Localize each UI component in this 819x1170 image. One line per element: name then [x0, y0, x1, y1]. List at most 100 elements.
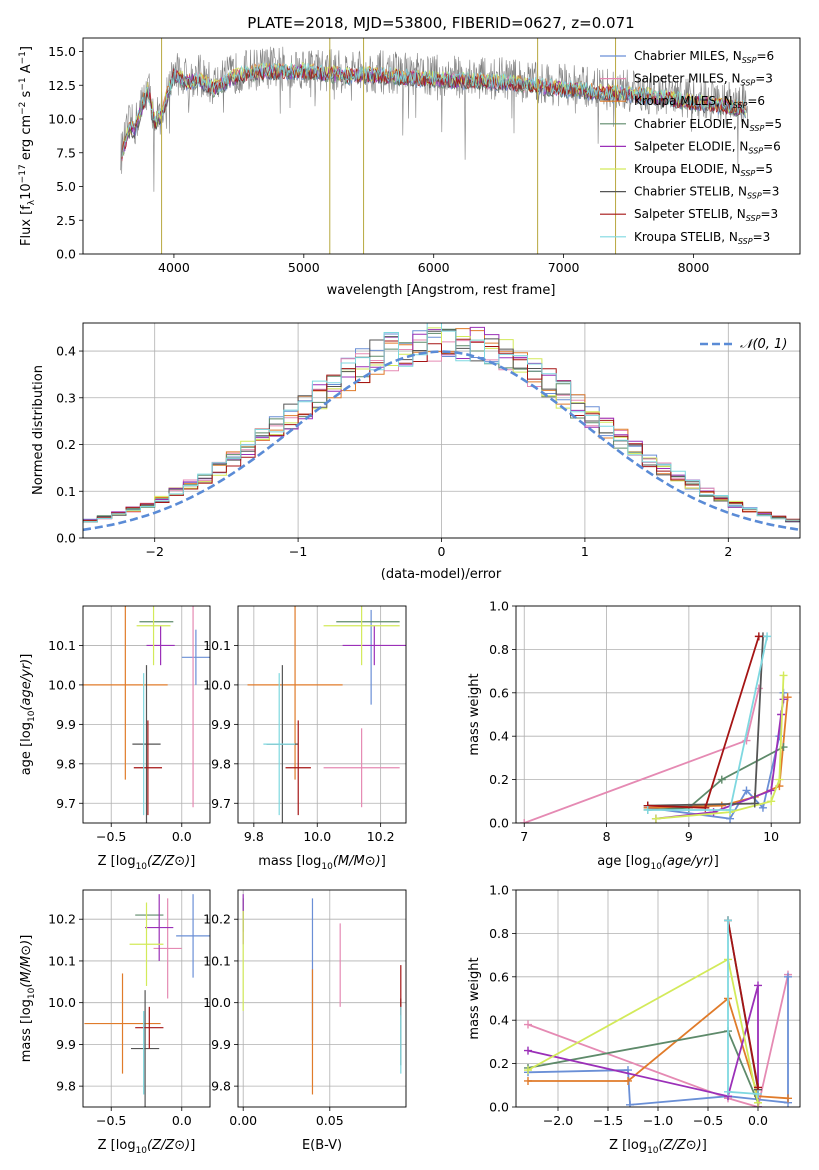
plots: 4000 5000 6000 7000 80000.02.55.07.510.012.5… [18, 37, 801, 1156]
x-tick-label: 0.00 [229, 1113, 257, 1128]
y-tick-label: 10.1 [48, 638, 76, 653]
spectrum-legend: Chabrier MILES, NSSP=6 Salpeter MILES, NS… [600, 49, 782, 246]
weight-marker-kroupa_elodie [767, 797, 776, 806]
y-tick-label: 10.0 [48, 112, 76, 127]
y-tick-label: 10.0 [203, 677, 231, 692]
y-tick-label: 0.8 [489, 642, 509, 657]
x-tick-label: 6000 [418, 260, 450, 275]
axis-label: Normed distribution [31, 365, 46, 495]
x-tick-label: −2 [145, 544, 163, 559]
weight-line-kroupa_elodie [655, 675, 785, 820]
y-tick-label: 9.9 [56, 1037, 76, 1052]
x-tick-label: −1 [289, 544, 307, 559]
y-tick-label: 9.9 [56, 717, 76, 732]
weight-marker-kroupa_stelib [726, 805, 735, 814]
axis-label: mass weight [467, 673, 482, 755]
y-tick-label: 10.0 [48, 677, 76, 692]
x-tick-label: 9 [685, 829, 693, 844]
weight-marker-chabrier_miles [784, 972, 792, 981]
axis-label: Z [log10(Z/Z⊙)] [609, 1138, 707, 1156]
y-tick-label: 1.0 [489, 599, 509, 614]
y-tick-label: 1.0 [489, 883, 509, 898]
weight-marker-salpeter_miles [742, 736, 751, 745]
weight-marker-chabrier_miles [758, 803, 767, 812]
weight-marker-chabrier_miles [742, 786, 751, 795]
axis-label: mass weight [467, 957, 482, 1039]
axes-frame [515, 889, 801, 1108]
model-spectrum-salpeter_stelib [121, 62, 746, 160]
weight-marker-kroupa_stelib [754, 1089, 762, 1098]
weight-marker-kroupa_elodie [775, 775, 784, 784]
x-tick-label: −0.5 [96, 829, 126, 844]
y-tick-label: 0.4 [489, 1013, 509, 1028]
axis-label: E(B-V) [302, 1138, 342, 1153]
legend-label: Kroupa MILES, NSSP=6 [634, 94, 765, 110]
x-tick-label: 10.2 [367, 829, 395, 844]
axes-frame [82, 889, 211, 1108]
axis-label: (data-model)/error [381, 567, 502, 582]
axes-mass_vs_Z: −0.5 0.0 9.8 9.9 10.0 10.1 10.2 Z [log10(Z/Z⊙)]… [19, 889, 211, 1156]
histogram-kroupa_stelib [83, 323, 800, 538]
y-tick-label: 0.0 [56, 247, 76, 262]
y-tick-label: 0.6 [489, 685, 509, 700]
legend-label: 𝒩(0, 1) [740, 337, 787, 352]
weight-marker-salpeter_elodie [754, 981, 762, 990]
weight-marker-chabrier_elodie [717, 775, 726, 784]
y-tick-label: 10.1 [203, 953, 231, 968]
y-tick-label: 0.2 [489, 772, 509, 787]
model-spectrum-kroupa_stelib [121, 62, 746, 157]
weight-marker-kroupa_miles [624, 1076, 632, 1085]
weight-marker-kroupa_stelib [763, 632, 772, 641]
error-bars [247, 606, 406, 823]
y-tick-label: 15.0 [48, 44, 76, 59]
axes-frame [82, 322, 801, 539]
x-tick-label: 0.0 [748, 1113, 768, 1128]
y-tick-label: 5.0 [56, 179, 76, 194]
y-tick-label: 0.6 [489, 969, 509, 984]
weight-line-kroupa_stelib [647, 636, 768, 811]
x-tick-label: 9.8 [244, 829, 264, 844]
figure-title: PLATE=2018, MJD=53800, FIBERID=0627, z=0… [247, 14, 634, 32]
weight-marker-kroupa_elodie [524, 1066, 532, 1075]
y-tick-label: 10.0 [48, 995, 76, 1010]
weight-line-chabrier_stelib [647, 636, 764, 807]
y-tick-label: 9.8 [211, 756, 231, 771]
weight-marker-chabrier_miles [626, 1100, 634, 1107]
x-tick-label: 2 [724, 544, 732, 559]
y-tick-label: 10.0 [203, 995, 231, 1010]
x-tick-label: 1 [581, 544, 589, 559]
weight-lines [520, 632, 792, 823]
legend-label: Chabrier ELODIE, NSSP=5 [634, 117, 782, 133]
axis-label: mass [log10(M/M⊙)] [258, 854, 386, 872]
x-tick-label: 0.0 [172, 1113, 192, 1128]
histograms [83, 323, 800, 538]
y-tick-label: 0.2 [489, 1056, 509, 1071]
y-tick-label: 0.1 [56, 484, 76, 499]
x-tick-label: −1.5 [593, 1113, 623, 1128]
y-axis-label: Flux [fλ10−17 erg cm−2 s−1 A−1] [18, 46, 37, 246]
legend-label: Kroupa STELIB, NSSP=3 [634, 230, 770, 246]
y-tick-label: 7.5 [56, 145, 76, 160]
error-bars [83, 606, 210, 823]
weight-marker-kroupa_miles [783, 693, 792, 702]
x-tick-label: 10.0 [303, 829, 331, 844]
legend-label: Salpeter ELODIE, NSSP=6 [634, 139, 781, 155]
y-tick-label: 9.8 [56, 756, 76, 771]
y-tick-label: 9.8 [211, 1079, 231, 1094]
axis-label: age [log10(age/yr)] [597, 854, 719, 872]
y-tick-label: 9.8 [56, 1079, 76, 1094]
axes-frame [82, 37, 801, 255]
weight-marker-salpeter_stelib [754, 632, 763, 641]
x-tick-label: 0.05 [316, 1113, 344, 1128]
y-tick-label: 0.4 [56, 344, 76, 359]
x-tick-label: 4000 [158, 260, 190, 275]
axes-frame [237, 889, 407, 1108]
axes-weight_vs_Z: −2.0 −1.5 −1.0 −0.5 0.0 0.0 0.2 0.4 0.6 0.8 1.0 Z [… [467, 883, 801, 1156]
x-tick-label: 10 [763, 829, 779, 844]
error-bars [84, 894, 210, 1107]
axes-age_vs_mass: 9.8 10.0 10.2 9.7 9.8 9.9 10.0 10.1 mass [log10(… [203, 605, 407, 872]
y-tick-label: 9.9 [211, 1037, 231, 1052]
weight-line-chabrier_elodie [647, 746, 784, 811]
weight-marker-kroupa_stelib [724, 916, 732, 925]
x-tick-label: −1.0 [643, 1113, 673, 1128]
